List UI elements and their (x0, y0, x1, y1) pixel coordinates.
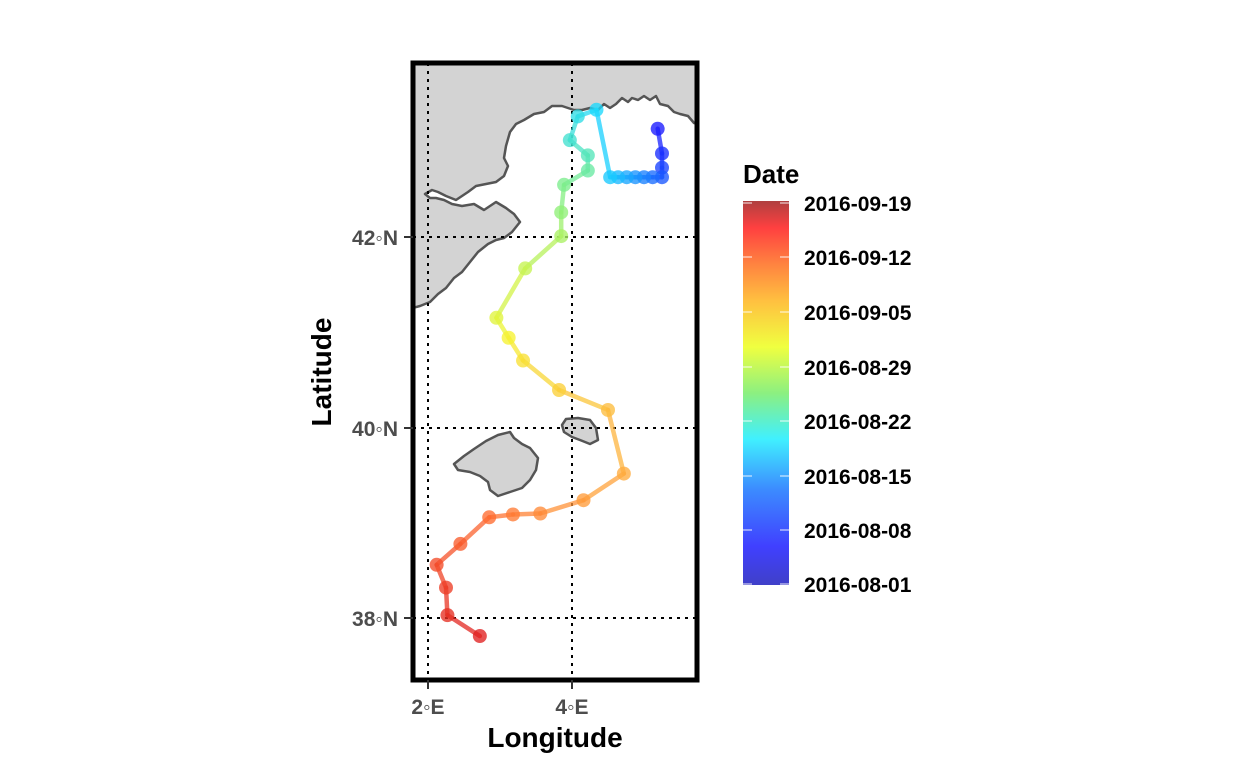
track-point (518, 261, 533, 276)
track-point (650, 121, 665, 136)
track-point (489, 310, 504, 325)
track-point (576, 493, 591, 508)
track-point (429, 557, 444, 572)
y-axis-title: Latitude (306, 318, 337, 427)
track-segment (538, 497, 586, 516)
track-point (554, 229, 569, 244)
track-segment (594, 107, 613, 180)
track-point (472, 629, 487, 644)
legend-label-2016-08-08: 2016-08-08 (804, 520, 912, 543)
legend-colorbar (743, 201, 789, 585)
track-point (603, 170, 618, 185)
track-point (570, 109, 585, 124)
track-segment (581, 471, 627, 503)
track-point (589, 102, 604, 117)
legend-label-2016-09-12: 2016-09-12 (804, 247, 911, 270)
legend-label-2016-08-01: 2016-08-01 (804, 574, 912, 597)
y-tick-label-40: 40◦N (352, 418, 398, 441)
track-segment (605, 407, 627, 476)
track-point (562, 133, 577, 148)
y-tick-label-42: 42◦N (352, 227, 398, 250)
track-point (580, 148, 595, 163)
track-point (533, 506, 548, 521)
track-point (501, 330, 516, 345)
legend-label-2016-08-22: 2016-08-22 (804, 411, 911, 434)
track-point (557, 177, 572, 192)
mallorca-island (452, 430, 540, 498)
legend-label-2016-09-19: 2016-09-19 (804, 193, 911, 216)
track-segment (522, 233, 564, 271)
track-point (655, 146, 669, 161)
x-axis-title: Longitude (487, 722, 622, 753)
map-panel-frame (410, 60, 700, 683)
tick-marks (404, 236, 573, 689)
land-layer (413, 63, 697, 498)
x-tick-label-2: 2◦E (411, 696, 444, 719)
track-point (440, 608, 455, 623)
track-segment (494, 266, 528, 321)
track-segment (520, 358, 562, 393)
track-point (505, 507, 520, 522)
track-point (616, 466, 631, 481)
track-point (516, 353, 531, 368)
track-point (554, 205, 569, 220)
track-point (482, 510, 497, 525)
track-point (439, 580, 453, 595)
x-tick-label-4: 4◦E (555, 696, 588, 719)
y-tick-label-38: 38◦N (352, 608, 398, 631)
track-point (453, 536, 468, 551)
legend-colorbar-ticks (743, 202, 789, 585)
track-point (580, 163, 595, 178)
legend-label-2016-08-15: 2016-08-15 (804, 466, 912, 489)
track-points (429, 102, 669, 644)
color-legend: Date 2016-09-19 2016-09-12 2016-09-05 20… (743, 159, 912, 597)
legend-title: Date (743, 159, 799, 189)
track-point (601, 402, 615, 417)
legend-label-2016-08-29: 2016-08-29 (804, 357, 911, 380)
mainland-coast (413, 63, 697, 310)
track-segment (556, 387, 611, 413)
legend-label-2016-09-05: 2016-09-05 (804, 302, 912, 325)
graticule (413, 63, 697, 680)
track-point (552, 383, 567, 397)
